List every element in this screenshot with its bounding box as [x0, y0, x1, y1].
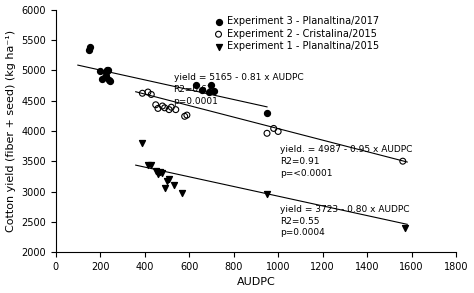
Experiment 3 - Planaltina/2017: [263, 111, 271, 116]
Experiment 3 - Planaltina/2017: [96, 69, 104, 73]
Experiment 3 - Planaltina/2017: [102, 70, 110, 74]
Experiment 2 - Cristalina/2015: [147, 92, 155, 97]
Experiment 3 - Planaltina/2017: [106, 79, 114, 84]
Experiment 3 - Planaltina/2017: [192, 82, 200, 87]
Experiment 3 - Planaltina/2017: [104, 68, 112, 73]
Text: yield = 3723 - 0.80 x AUDPC
R2=0.55
p=0.0004: yield = 3723 - 0.80 x AUDPC R2=0.55 p=0.…: [280, 205, 410, 237]
Experiment 2 - Cristalina/2015: [183, 113, 191, 117]
Experiment 2 - Cristalina/2015: [181, 114, 189, 119]
Experiment 2 - Cristalina/2015: [159, 104, 166, 108]
Experiment 1 - Planaltina/2015: [138, 141, 146, 145]
Experiment 1 - Planaltina/2015: [179, 191, 186, 196]
Experiment 1 - Planaltina/2015: [163, 179, 171, 183]
Text: yield = 5165 - 0.81 x AUDPC
R2=0.63
p=0.0001: yield = 5165 - 0.81 x AUDPC R2=0.63 p=0.…: [173, 73, 303, 106]
Experiment 1 - Planaltina/2015: [154, 172, 162, 176]
Experiment 3 - Planaltina/2017: [101, 75, 109, 80]
Experiment 3 - Planaltina/2017: [205, 90, 213, 94]
Experiment 1 - Planaltina/2015: [161, 185, 168, 190]
Experiment 1 - Planaltina/2015: [156, 170, 164, 174]
Experiment 1 - Planaltina/2015: [165, 177, 173, 182]
Experiment 2 - Cristalina/2015: [154, 106, 162, 111]
Experiment 1 - Planaltina/2015: [147, 163, 155, 168]
Experiment 1 - Planaltina/2015: [144, 163, 152, 168]
Experiment 2 - Cristalina/2015: [152, 103, 160, 107]
Experiment 3 - Planaltina/2017: [102, 73, 109, 78]
Experiment 1 - Planaltina/2015: [401, 226, 409, 230]
X-axis label: AUDPC: AUDPC: [237, 277, 275, 287]
Experiment 3 - Planaltina/2017: [210, 89, 218, 94]
Experiment 2 - Cristalina/2015: [167, 105, 175, 110]
Experiment 3 - Planaltina/2017: [99, 77, 106, 82]
Experiment 3 - Planaltina/2017: [103, 69, 110, 73]
Legend: Experiment 3 - Planaltina/2017, Experiment 2 - Cristalina/2015, Experiment 1 - P: Experiment 3 - Planaltina/2017, Experime…: [213, 14, 381, 53]
Experiment 3 - Planaltina/2017: [105, 78, 113, 82]
Experiment 2 - Cristalina/2015: [274, 129, 282, 134]
Experiment 3 - Planaltina/2017: [86, 45, 94, 50]
Experiment 3 - Planaltina/2017: [85, 48, 93, 52]
Experiment 3 - Planaltina/2017: [103, 67, 111, 72]
Experiment 1 - Planaltina/2015: [263, 192, 271, 196]
Experiment 2 - Cristalina/2015: [138, 91, 146, 96]
Y-axis label: Cotton yield (fiber + seed) (kg ha⁻¹): Cotton yield (fiber + seed) (kg ha⁻¹): [6, 30, 16, 232]
Experiment 1 - Planaltina/2015: [152, 168, 160, 173]
Text: yield. = 4987 - 0.95 x AUDPC
R2=0.91
p=<0.0001: yield. = 4987 - 0.95 x AUDPC R2=0.91 p=<…: [280, 145, 413, 178]
Experiment 2 - Cristalina/2015: [263, 131, 271, 136]
Experiment 2 - Cristalina/2015: [144, 90, 152, 94]
Experiment 2 - Cristalina/2015: [161, 105, 168, 110]
Experiment 1 - Planaltina/2015: [159, 170, 166, 175]
Experiment 3 - Planaltina/2017: [208, 83, 215, 88]
Experiment 2 - Cristalina/2015: [270, 126, 277, 131]
Experiment 2 - Cristalina/2015: [399, 159, 407, 163]
Experiment 2 - Cristalina/2015: [172, 107, 180, 112]
Experiment 3 - Planaltina/2017: [199, 88, 206, 93]
Experiment 1 - Planaltina/2015: [170, 183, 177, 187]
Experiment 2 - Cristalina/2015: [165, 107, 173, 112]
